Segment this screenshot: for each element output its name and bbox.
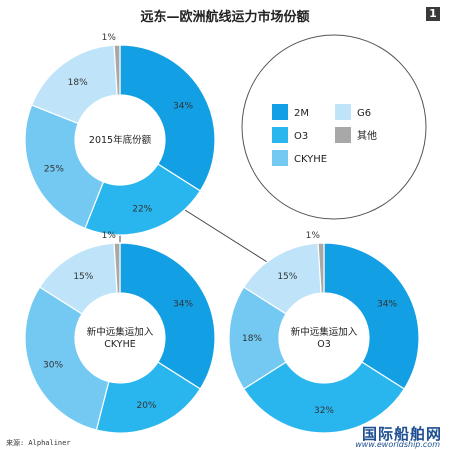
- slice-label-2M: 34%: [173, 299, 193, 309]
- chart-title: 远东—欧洲航线运力市场份额: [140, 10, 310, 25]
- slice-CKYHE: [24, 286, 110, 431]
- slice-其他: [113, 242, 121, 294]
- slice-label-O3: 32%: [314, 406, 334, 416]
- watermark-url: www.eworldship.com: [355, 440, 440, 449]
- watermark-logo-text: 国际船舶网: [361, 425, 442, 443]
- slice-label-其他: 1%: [306, 231, 321, 241]
- center-label: CKYHE: [104, 339, 135, 350]
- slice-2M: [119, 44, 216, 192]
- center-label: 2015年底份额: [89, 134, 152, 146]
- slice-2M: [119, 242, 216, 390]
- slice-其他: [113, 44, 121, 96]
- slice-label-其他: 1%: [102, 33, 117, 43]
- legend-swatch-2M: [272, 104, 288, 120]
- slice-label-CKYHE: 25%: [44, 165, 64, 175]
- slice-CKYHE: [24, 104, 105, 230]
- slice-O3: [84, 163, 202, 236]
- legend-circle: [241, 34, 427, 220]
- source-note: 来源: Alphaliner: [6, 439, 71, 447]
- slice-label-O3: 20%: [136, 401, 156, 411]
- legend-swatch-CKYHE: [272, 150, 288, 166]
- slice-label-G6: 15%: [73, 272, 93, 282]
- slice-label-G6: 15%: [277, 272, 297, 282]
- legend-label-G6: G6: [357, 108, 371, 119]
- slice-label-CKYHE: 30%: [43, 361, 63, 371]
- slice-label-G6: 18%: [68, 78, 88, 88]
- connector-line: [184, 209, 276, 268]
- slice-label-2M: 34%: [377, 299, 397, 309]
- center-label: 新中远集运加入: [87, 326, 154, 338]
- center-label: O3: [317, 339, 331, 350]
- legend-label-O3: O3: [294, 131, 308, 142]
- slice-O3: [242, 361, 406, 434]
- slice-2M: [323, 242, 420, 390]
- slice-label-2M: 34%: [173, 101, 193, 111]
- legend-label-CKYHE: CKYHE: [294, 154, 327, 165]
- legend-swatch-O3: [272, 127, 288, 143]
- slice-label-其他: 1%: [102, 231, 117, 241]
- slice-label-O3: 22%: [132, 204, 152, 214]
- legend-label-其他: 其他: [357, 129, 377, 142]
- legend-label-2M: 2M: [294, 108, 309, 119]
- legend-swatch-G6: [335, 104, 351, 120]
- center-label: 新中远集运加入: [291, 326, 358, 338]
- slice-其他: [317, 242, 325, 294]
- slice-label-CKYHE: 18%: [242, 334, 262, 344]
- legend-swatch-其他: [335, 127, 351, 143]
- legend: 2M G6 O3 其他 CKYHE: [272, 104, 377, 166]
- page-number-badge: 1: [426, 7, 440, 21]
- donut-chart-1: 34% 22% 25% 18% 1% 2015年底份额: [24, 33, 216, 236]
